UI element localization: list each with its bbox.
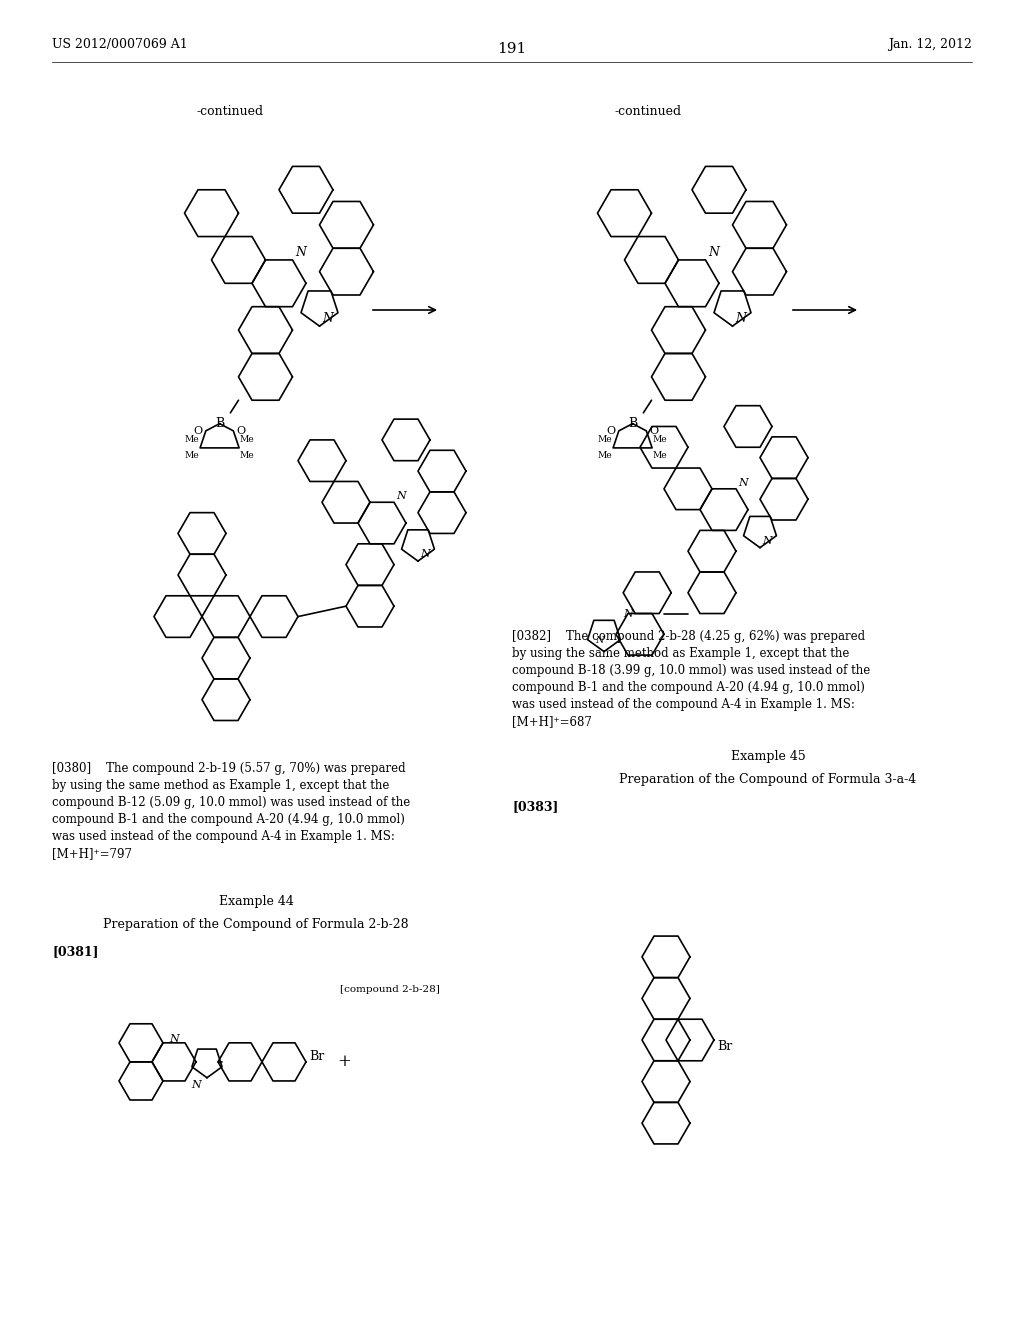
- Text: N: N: [624, 609, 633, 619]
- Text: N: N: [396, 491, 407, 502]
- Text: -continued: -continued: [197, 106, 263, 117]
- Text: O: O: [237, 426, 246, 436]
- Text: [0380]    The compound 2-b-19 (5.57 g, 70%) was prepared
by using the same metho: [0380] The compound 2-b-19 (5.57 g, 70%)…: [52, 762, 411, 861]
- Text: N: N: [169, 1034, 179, 1044]
- Text: Me: Me: [598, 451, 612, 461]
- Text: N: N: [738, 478, 749, 487]
- Text: N: N: [420, 549, 430, 560]
- Text: Br: Br: [309, 1049, 325, 1063]
- Text: B: B: [215, 417, 224, 430]
- Text: Me: Me: [240, 451, 254, 461]
- Text: 191: 191: [498, 42, 526, 55]
- Text: Me: Me: [240, 436, 254, 445]
- Text: +: +: [337, 1053, 351, 1071]
- Text: Me: Me: [184, 436, 200, 445]
- Text: O: O: [194, 426, 203, 436]
- Text: N: N: [762, 536, 772, 545]
- Text: [0383]: [0383]: [512, 800, 558, 813]
- Text: Br: Br: [717, 1040, 732, 1053]
- Text: Example 44: Example 44: [218, 895, 294, 908]
- Text: O: O: [650, 426, 658, 436]
- Text: Me: Me: [598, 436, 612, 445]
- Text: O: O: [606, 426, 615, 436]
- Text: Preparation of the Compound of Formula 3-a-4: Preparation of the Compound of Formula 3…: [620, 774, 916, 785]
- Text: N: N: [735, 312, 746, 325]
- Text: Me: Me: [652, 436, 668, 445]
- Text: N: N: [323, 312, 333, 325]
- Text: Me: Me: [184, 451, 200, 461]
- Text: -continued: -continued: [614, 106, 682, 117]
- Text: Example 45: Example 45: [731, 750, 805, 763]
- Text: N: N: [191, 1080, 201, 1090]
- Text: N: N: [709, 247, 719, 260]
- Text: Me: Me: [652, 451, 668, 461]
- Text: Preparation of the Compound of Formula 2-b-28: Preparation of the Compound of Formula 2…: [103, 917, 409, 931]
- Text: N: N: [295, 247, 306, 260]
- Text: N: N: [595, 636, 603, 645]
- Text: [0382]    The compound 2-b-28 (4.25 g, 62%) was prepared
by using the same metho: [0382] The compound 2-b-28 (4.25 g, 62%)…: [512, 630, 870, 729]
- Text: US 2012/0007069 A1: US 2012/0007069 A1: [52, 38, 187, 51]
- Text: [0381]: [0381]: [52, 945, 98, 958]
- Text: B: B: [628, 417, 637, 430]
- Text: [compound 2-b-28]: [compound 2-b-28]: [340, 985, 440, 994]
- Text: Jan. 12, 2012: Jan. 12, 2012: [888, 38, 972, 51]
